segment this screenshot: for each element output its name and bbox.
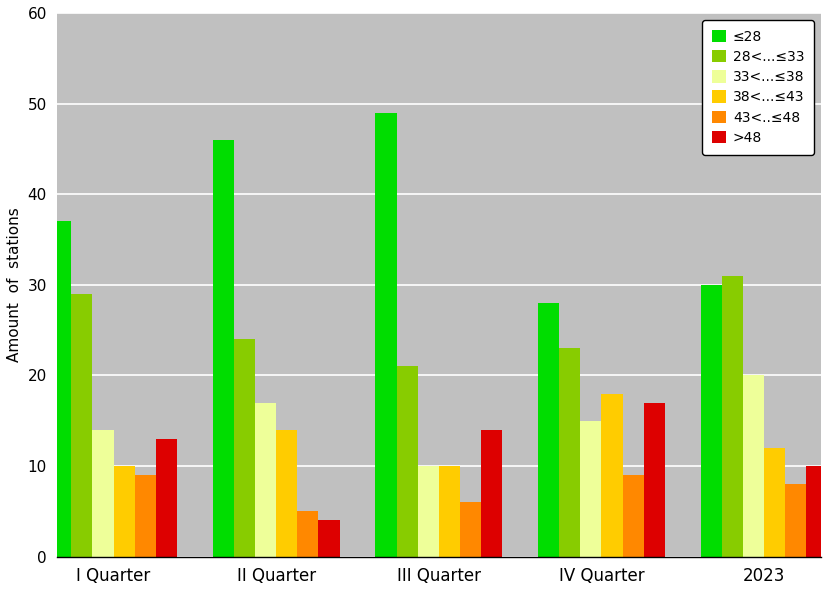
Bar	[276, 430, 297, 556]
Bar	[622, 475, 643, 556]
Legend: ≤28, 28<...≤33, 33<...≤38, 38<...≤43, 43<..≤48, >48: ≤28, 28<...≤33, 33<...≤38, 38<...≤43, 43…	[701, 20, 813, 155]
Bar	[700, 285, 721, 556]
Bar	[480, 430, 502, 556]
Bar	[50, 221, 71, 556]
Y-axis label: Amount  of  stations: Amount of stations	[7, 207, 22, 362]
Bar	[417, 466, 438, 556]
Bar	[255, 403, 276, 556]
Bar	[297, 511, 318, 556]
Bar	[763, 448, 784, 556]
Bar	[135, 475, 155, 556]
Bar	[558, 348, 580, 556]
Bar	[460, 502, 480, 556]
Bar	[805, 466, 826, 556]
Bar	[396, 366, 417, 556]
Bar	[643, 403, 664, 556]
Bar	[438, 466, 460, 556]
Bar	[721, 276, 742, 556]
Bar	[742, 375, 763, 556]
Bar	[784, 484, 805, 556]
Bar	[113, 466, 135, 556]
Bar	[155, 439, 177, 556]
Bar	[93, 430, 113, 556]
Bar	[580, 421, 600, 556]
Bar	[233, 339, 255, 556]
Bar	[71, 294, 93, 556]
Bar	[600, 394, 622, 556]
Bar	[318, 520, 339, 556]
Bar	[213, 140, 233, 556]
Bar	[375, 112, 396, 556]
Bar	[538, 303, 558, 556]
